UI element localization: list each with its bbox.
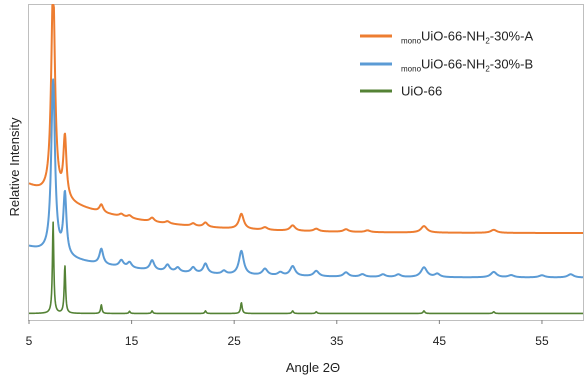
x-tick-label: 35 <box>330 334 344 348</box>
x-tick-label: 55 <box>535 334 549 348</box>
legend: monoUiO-66-NH2-30%-AmonoUiO-66-NH2-30%-B… <box>360 29 533 99</box>
series-layer <box>28 4 584 315</box>
x-tick-label: 45 <box>433 334 447 348</box>
legend-text-sub2: 2 <box>485 37 490 46</box>
legend-label-1: monoUiO-66-NH2-30%-A <box>401 29 533 46</box>
legend-label-3: UiO-66 <box>401 84 442 99</box>
y-axis-title: Relative Intensity <box>7 117 22 216</box>
plot-frame <box>28 4 584 321</box>
legend-text-main: UiO-66-NH <box>421 29 485 44</box>
x-axis-title: Angle 2Θ <box>286 360 340 375</box>
legend-text-sub: mono <box>401 65 422 74</box>
legend-text-sub2: 2 <box>485 65 490 74</box>
series-line-1 <box>28 4 584 235</box>
x-axis: 5 15 25 35 45 55 <box>26 320 549 348</box>
x-tick-label: 25 <box>228 334 242 348</box>
x-tick-label: 15 <box>125 334 139 348</box>
legend-text-sub: mono <box>401 37 422 46</box>
series-line-2 <box>28 78 584 279</box>
legend-text-main: UiO-66-NH <box>421 57 485 72</box>
legend-text-tail: -30%-A <box>490 29 534 44</box>
series-line-3 <box>28 221 584 315</box>
legend-text-tail: -30%-B <box>490 57 533 72</box>
x-tick-label: 5 <box>26 334 33 348</box>
legend-label-2: monoUiO-66-NH2-30%-B <box>401 57 533 74</box>
legend-text-main: UiO-66 <box>401 84 442 99</box>
